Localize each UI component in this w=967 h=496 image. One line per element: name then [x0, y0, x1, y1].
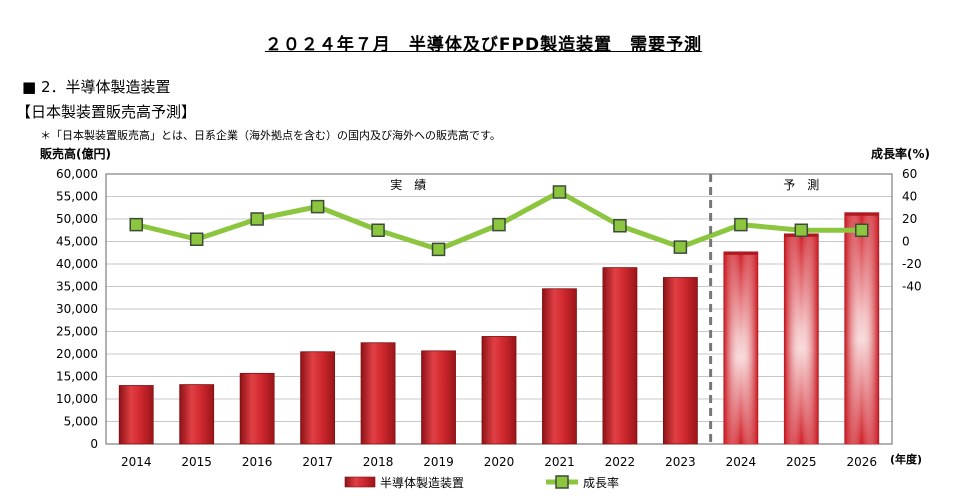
- growth-marker: [673, 240, 688, 254]
- y-left-tick-label: 10,000: [56, 392, 98, 406]
- y-right-tick-label: 40: [902, 190, 917, 204]
- legend-line-marker: [555, 475, 569, 489]
- growth-marker: [492, 217, 506, 232]
- growth-marker: [431, 242, 446, 257]
- bar-actual: [542, 288, 577, 445]
- legend: 半導体製造装置 成長率: [344, 475, 619, 490]
- y-right-axis-title: 成長率(%): [871, 146, 930, 161]
- x-tick-label: 2019: [423, 455, 454, 469]
- y-left-tick-label: 45,000: [56, 235, 98, 249]
- y-left-tick-label: 5,000: [64, 415, 98, 429]
- y-left-tick-label: 55,000: [56, 190, 98, 204]
- y-left-tick-label: 40,000: [56, 257, 98, 271]
- bar-forecast-shade: [723, 251, 758, 444]
- legend-bar-swatch: [344, 476, 376, 488]
- x-tick-label: 2020: [484, 455, 515, 469]
- x-tick-label: 2017: [302, 455, 333, 469]
- x-tick-label: 2018: [363, 455, 394, 469]
- subsection-heading: 【日本製装置販売高予測】: [16, 103, 197, 121]
- x-tick-label: 2021: [544, 455, 575, 469]
- bar-forecast-shade: [784, 233, 819, 444]
- y-left-tick-label: 0: [90, 437, 98, 451]
- bar-forecast-cap: [844, 212, 879, 216]
- y-left-tick-label: 50,000: [56, 212, 98, 226]
- bar-actual: [239, 372, 275, 445]
- bar-actual: [662, 277, 698, 445]
- y-right-tick-label: 60: [902, 167, 917, 181]
- footnote: ＊「日本製装置販売高」とは、日系企業（海外拠点を含む）の国内及び海外への販売高で…: [40, 129, 501, 142]
- y-left-tick-label: 30,000: [56, 302, 98, 316]
- y-right-tick-label: 20: [902, 212, 917, 226]
- x-tick-label: 2016: [242, 455, 273, 469]
- y-left-tick-label: 20,000: [56, 347, 98, 361]
- y-right-tick-label: -20: [902, 257, 922, 271]
- growth-line-series: [129, 185, 869, 257]
- x-axis-unit: (年度): [890, 452, 922, 466]
- growth-marker: [734, 217, 748, 232]
- bar-series: [118, 212, 880, 445]
- bar-actual: [118, 385, 154, 445]
- y-left-tick-label: 60,000: [56, 167, 98, 181]
- bar-actual: [602, 267, 638, 445]
- legend-bar-label: 半導体製造装置: [380, 476, 464, 490]
- x-tick-label: 2026: [846, 455, 877, 469]
- actual-period-label: 実 績: [390, 177, 426, 192]
- bar-forecast-shade: [844, 212, 879, 444]
- x-tick-label: 2025: [786, 455, 817, 469]
- x-tick-label: 2022: [605, 455, 636, 469]
- growth-marker: [794, 223, 809, 237]
- x-tick-label: 2024: [726, 455, 757, 469]
- y-right-tick-label: -40: [902, 280, 922, 294]
- bar-actual: [360, 342, 396, 445]
- x-tick-label: 2015: [181, 455, 212, 469]
- y-left-tick-label: 35,000: [56, 280, 98, 294]
- y-right-tick-label: 0: [902, 235, 910, 249]
- x-tick-label: 2014: [121, 455, 152, 469]
- legend-line-label: 成長率: [583, 475, 619, 490]
- growth-marker: [189, 232, 204, 246]
- x-tick-label: 2023: [665, 455, 696, 469]
- bar-actual: [481, 336, 517, 445]
- y-left-axis-title: 販売高(億円): [40, 146, 111, 161]
- axes: 0 5,000 10,000 15,000 20,000 25,000 30,000 35,0…: [40, 146, 930, 469]
- growth-marker: [250, 212, 264, 226]
- forecast-period-label: 予 測: [783, 178, 819, 192]
- growth-marker: [552, 185, 567, 199]
- y-left-tick-label: 25,000: [56, 325, 98, 339]
- bar-actual: [179, 384, 215, 445]
- bar-forecast-cap: [723, 251, 758, 255]
- growth-marker: [129, 217, 143, 232]
- y-left-tick-label: 15,000: [56, 370, 98, 384]
- page-title: ２０２４年７月 半導体及びFPD製造装置 需要予測: [264, 35, 703, 55]
- growth-marker: [371, 223, 385, 237]
- growth-marker: [855, 223, 869, 237]
- growth-marker: [613, 219, 627, 233]
- growth-marker: [310, 199, 325, 214]
- bar-actual: [300, 351, 336, 445]
- bar-actual: [421, 350, 456, 445]
- section-heading: ■ 2．半導体製造装置: [22, 78, 171, 96]
